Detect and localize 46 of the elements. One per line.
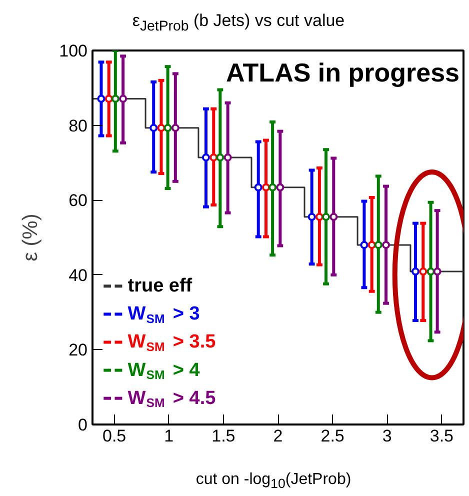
point — [433, 268, 442, 276]
point — [171, 124, 180, 132]
point — [426, 268, 435, 276]
y-tick-label: 60 — [68, 191, 88, 210]
x-tick-label: 2.5 — [320, 426, 344, 446]
point — [322, 212, 330, 221]
x-tick-label: 0.5 — [102, 426, 126, 446]
point — [360, 240, 368, 249]
point — [268, 183, 277, 192]
point — [368, 240, 376, 249]
point — [104, 94, 113, 103]
point — [164, 124, 172, 132]
annotation: ATLAS in progress — [226, 58, 460, 88]
point — [419, 268, 428, 276]
point — [119, 94, 128, 103]
x-tick-label: 1.5 — [212, 426, 236, 446]
point — [308, 212, 316, 221]
point — [374, 240, 382, 249]
legend-label: true eff — [128, 276, 193, 297]
x-tick-label: 3.5 — [430, 426, 454, 446]
y-tick-label: 20 — [68, 340, 88, 360]
y-tick-label: 0 — [78, 416, 88, 434]
point — [382, 240, 390, 249]
point — [262, 183, 270, 192]
point — [276, 183, 284, 192]
y-tick-label: 80 — [68, 116, 88, 136]
x-tick-label: 1 — [164, 426, 174, 446]
chart-title: ε$_{JetProb}$ (b Jets) vs cut value — [132, 10, 345, 36]
point — [210, 153, 218, 162]
y-tick-label: 40 — [68, 266, 88, 285]
point — [330, 212, 338, 221]
y-axis-title: ε (%) — [19, 214, 42, 262]
x-tick-label: 2 — [273, 426, 283, 446]
y-tick-label: 100 — [59, 42, 88, 60]
point — [157, 124, 166, 132]
point — [216, 153, 224, 162]
point — [315, 212, 324, 221]
point — [224, 153, 232, 162]
point — [254, 183, 262, 192]
point — [111, 94, 120, 103]
point — [202, 153, 210, 162]
point — [411, 268, 420, 276]
point — [97, 94, 106, 103]
x-tick-label: 3 — [382, 426, 392, 446]
x-axis-title: cut on -log$_{10}$(JetProb) — [196, 470, 352, 494]
point — [150, 124, 158, 132]
